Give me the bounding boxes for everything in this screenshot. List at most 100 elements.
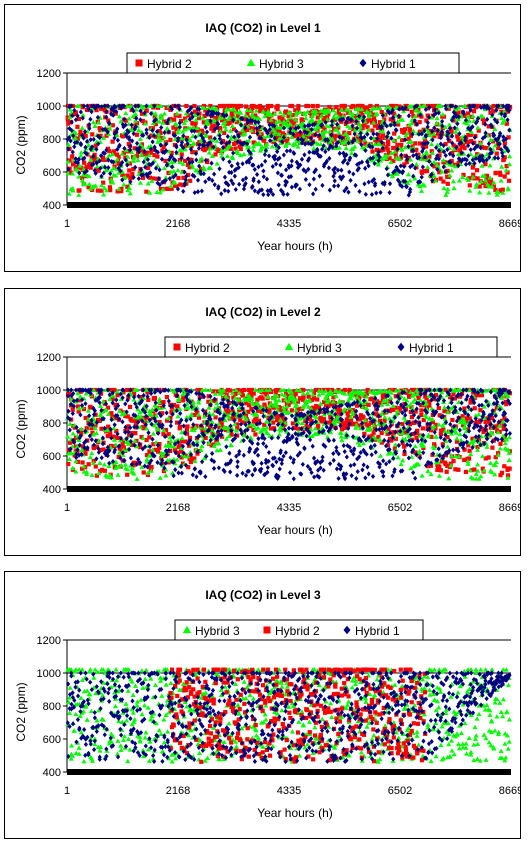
data-point xyxy=(123,110,129,116)
data-point xyxy=(168,438,174,444)
data-point xyxy=(247,107,253,113)
data-point xyxy=(455,151,462,157)
data-point xyxy=(149,464,154,470)
data-point xyxy=(466,456,472,461)
data-point xyxy=(174,122,180,127)
x-tick-label: 2168 xyxy=(166,218,190,230)
data-point xyxy=(277,118,283,124)
data-point xyxy=(434,115,440,121)
data-point xyxy=(124,103,130,108)
data-point xyxy=(505,473,511,478)
data-point xyxy=(419,412,424,417)
data-point xyxy=(195,177,201,183)
data-point xyxy=(260,432,265,438)
data-point xyxy=(190,159,195,165)
data-point xyxy=(239,127,245,133)
data-point xyxy=(158,131,163,136)
data-point xyxy=(189,389,194,395)
data-point xyxy=(441,427,446,432)
data-point xyxy=(70,185,76,191)
data-point xyxy=(202,425,208,431)
data-point xyxy=(129,465,135,471)
data-point xyxy=(264,430,271,436)
data-point xyxy=(193,117,199,123)
data-point xyxy=(342,103,347,109)
data-point xyxy=(489,184,495,189)
data-point xyxy=(300,133,306,138)
data-point xyxy=(164,394,169,400)
data-point xyxy=(99,188,104,193)
data-point xyxy=(240,116,245,122)
data-point xyxy=(120,159,125,165)
data-point xyxy=(137,441,142,447)
data-point xyxy=(429,141,435,147)
data-point xyxy=(263,457,269,463)
data-point xyxy=(368,135,374,141)
data-point xyxy=(250,114,256,119)
data-point xyxy=(347,125,353,130)
data-point xyxy=(94,160,99,166)
data-point xyxy=(484,116,490,122)
data-point xyxy=(223,126,229,132)
data-point xyxy=(498,178,504,183)
data-point xyxy=(273,161,279,167)
data-point xyxy=(411,113,416,118)
data-point xyxy=(413,141,418,146)
data-point xyxy=(229,432,234,437)
data-point xyxy=(489,123,494,130)
data-point xyxy=(277,155,282,161)
data-point xyxy=(348,177,353,183)
data-point xyxy=(332,165,338,171)
data-point xyxy=(281,191,286,197)
data-point xyxy=(242,128,247,133)
data-point xyxy=(223,408,229,413)
data-point xyxy=(84,164,89,170)
data-point xyxy=(233,428,240,433)
data-point xyxy=(296,103,301,109)
data-point xyxy=(339,420,344,425)
data-point xyxy=(83,451,88,456)
data-point xyxy=(171,459,176,465)
data-point xyxy=(352,137,357,143)
data-point xyxy=(120,450,126,456)
data-point xyxy=(468,129,474,134)
data-point xyxy=(381,133,386,138)
data-point xyxy=(159,124,164,131)
data-point xyxy=(283,407,288,412)
data-point xyxy=(115,413,120,419)
data-point xyxy=(220,387,226,392)
data-point xyxy=(496,423,502,428)
data-point xyxy=(265,103,271,109)
data-point xyxy=(237,181,242,187)
data-point xyxy=(274,393,280,398)
data-point xyxy=(84,469,90,474)
data-point xyxy=(326,123,332,129)
data-point xyxy=(78,150,84,155)
data-point xyxy=(507,466,512,471)
data-point xyxy=(140,172,146,178)
data-point xyxy=(358,130,363,136)
data-point xyxy=(135,419,141,425)
data-point xyxy=(106,153,112,158)
data-point xyxy=(134,444,140,449)
data-point xyxy=(261,174,266,180)
data-point xyxy=(130,430,135,436)
data-point xyxy=(377,141,383,147)
data-point xyxy=(433,156,439,162)
x-tick-label: 4335 xyxy=(277,218,301,230)
data-point xyxy=(487,106,492,112)
data-point xyxy=(467,103,472,109)
data-point xyxy=(483,130,488,136)
data-point xyxy=(121,410,127,415)
data-point xyxy=(72,107,77,113)
data-point xyxy=(67,134,72,141)
data-point xyxy=(349,418,354,423)
data-point xyxy=(285,118,291,123)
data-point xyxy=(500,153,505,159)
data-point xyxy=(119,151,125,156)
data-point xyxy=(142,463,147,469)
data-point xyxy=(285,398,291,404)
data-point xyxy=(375,136,380,142)
data-point xyxy=(309,141,314,147)
data-point xyxy=(75,404,81,409)
